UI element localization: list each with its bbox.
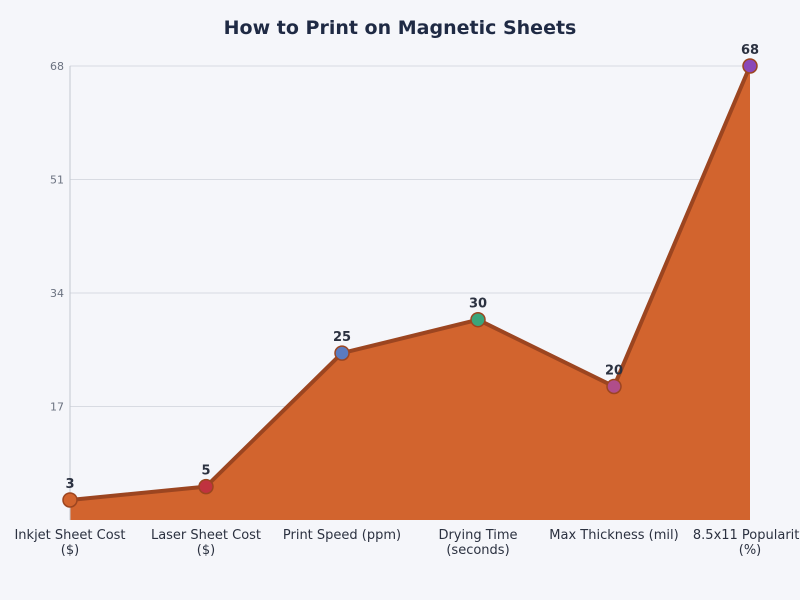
- chart-title: How to Print on Magnetic Sheets: [224, 17, 577, 39]
- data-point: [334, 345, 350, 361]
- x-tick-label: (seconds): [446, 543, 509, 558]
- y-tick-label: 17: [50, 401, 64, 414]
- x-tick-label: (%): [739, 543, 762, 558]
- data-label: 25: [333, 330, 351, 345]
- x-tick-label: 8.5x11 Popularity: [693, 528, 800, 543]
- x-tick-label: Drying Time: [438, 528, 517, 543]
- data-label: 5: [201, 464, 210, 479]
- x-tick-label: Print Speed (ppm): [283, 528, 401, 543]
- x-tick-label: ($): [61, 543, 79, 558]
- y-tick-label: 34: [50, 287, 64, 300]
- x-tick-labels: Inkjet Sheet Cost($)Laser Sheet Cost($)P…: [14, 528, 800, 558]
- y-tick-label: 51: [50, 174, 64, 187]
- data-point: [470, 311, 486, 328]
- area-fill: [70, 66, 750, 520]
- data-point: [198, 478, 214, 495]
- area-series: [68, 64, 752, 520]
- series-line: [68, 64, 752, 502]
- x-tick-label: Inkjet Sheet Cost: [14, 528, 125, 543]
- data-label: 30: [469, 297, 487, 312]
- y-tick-labels: 17 34 51 68: [50, 60, 64, 414]
- y-tick-label: 68: [50, 60, 64, 73]
- data-markers: [62, 58, 758, 508]
- data-point: [742, 58, 758, 74]
- data-label: 68: [741, 43, 759, 58]
- data-label: 20: [605, 363, 623, 378]
- data-label: 3: [65, 477, 74, 492]
- x-tick-label: ($): [197, 543, 215, 558]
- data-point: [606, 378, 622, 395]
- x-tick-label: Laser Sheet Cost: [151, 528, 261, 543]
- data-labels: 3 5 25 30 20 68: [65, 43, 759, 492]
- x-tick-label: Max Thickness (mil): [549, 528, 678, 543]
- data-point: [62, 492, 78, 508]
